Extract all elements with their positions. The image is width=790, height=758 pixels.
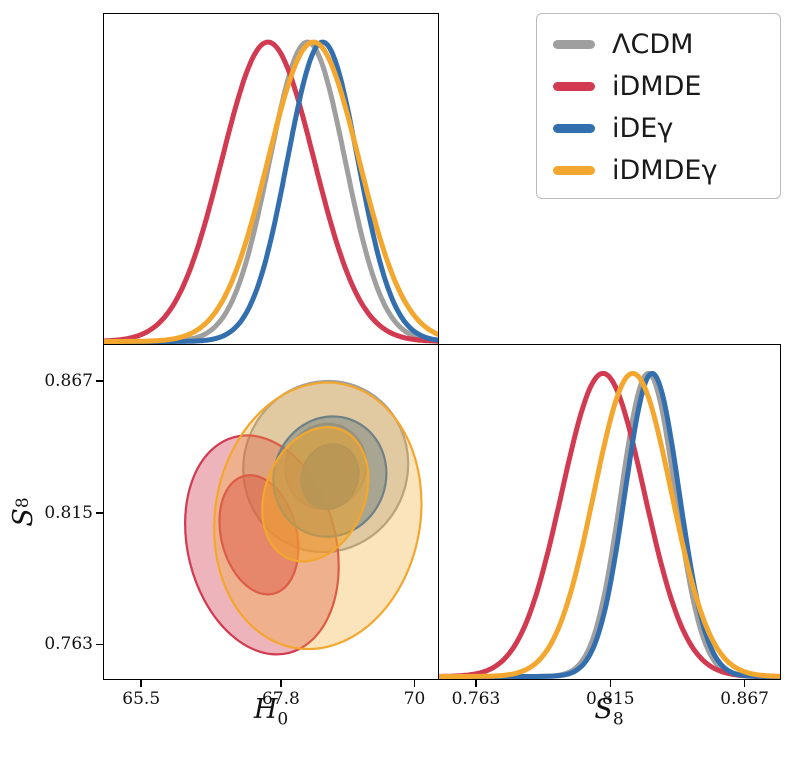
h0-marginal-canvas <box>104 39 438 344</box>
x-tick-label: 67.8 <box>261 689 300 709</box>
x-tick-label: 0.763 <box>451 689 501 709</box>
h0-s8-joint-canvas <box>184 379 423 656</box>
curve-ide-gamma <box>104 39 438 344</box>
x-tick-label: 70 <box>403 689 426 709</box>
legend-line-swatch-ide-gamma <box>553 123 595 133</box>
legend-label: iDEγ <box>612 112 674 144</box>
s8-marginal-panel <box>438 344 781 680</box>
y-tick-mark <box>96 512 103 514</box>
x-axis-label-h0: H0 <box>254 694 288 729</box>
legend-line-swatch-idmde <box>553 81 595 91</box>
h0-label-base: H <box>253 694 278 725</box>
legend-item-idmde: iDMDE <box>537 65 780 107</box>
y-tick-mark <box>96 380 103 382</box>
x-tick-mark <box>475 680 477 687</box>
x-tick-mark <box>743 680 746 687</box>
legend-line-swatch-idmde-gamma <box>553 165 595 175</box>
s8-marginal-canvas <box>439 370 780 679</box>
x-tick-label: 0.867 <box>720 689 769 709</box>
legend-label: iDMDEγ <box>612 154 718 186</box>
x-tick-mark <box>280 680 282 687</box>
y-tick-label: 0.815 <box>44 502 93 523</box>
y-tick-label: 0.867 <box>44 371 93 392</box>
h0-label-sub: 0 <box>277 709 289 730</box>
legend-item-ide-gamma: iDEγ <box>537 107 780 149</box>
curve-idmde-gamma <box>439 370 780 679</box>
contour-idmde-gamma <box>261 426 370 563</box>
x-tick-label: 65.5 <box>122 689 161 709</box>
curve-idmde <box>439 370 780 679</box>
legend: ΛCDM iDMDE iDEγ iDMDEγ <box>536 13 781 199</box>
joint-contour-panel <box>103 344 439 680</box>
x-tick-mark <box>609 680 612 687</box>
curve-lcdm <box>104 39 438 344</box>
legend-item-idmde-gamma: iDMDEγ <box>537 149 780 191</box>
y-tick-mark <box>96 643 103 646</box>
s8-label-base: S <box>594 694 613 725</box>
curve-idmde <box>104 39 438 344</box>
s8-label-sub: 8 <box>612 709 624 730</box>
y-tick-label: 0.763 <box>44 634 93 655</box>
legend-label: iDMDE <box>612 70 702 102</box>
x-tick-mark <box>140 680 142 687</box>
legend-line-swatch-lcdm <box>553 39 595 49</box>
curve-idmde-gamma <box>104 39 438 344</box>
h0-marginal-panel <box>103 13 439 345</box>
legend-item-lcdm: ΛCDM <box>537 23 780 65</box>
x-tick-label: 0.815 <box>585 689 635 709</box>
legend-label: ΛCDM <box>612 28 694 60</box>
x-tick-mark <box>413 680 416 687</box>
x-axis-label-s8: S8 <box>594 694 623 729</box>
